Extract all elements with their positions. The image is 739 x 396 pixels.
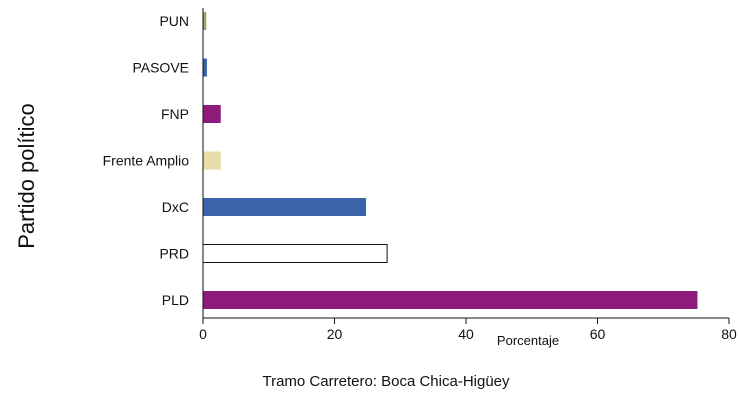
bar-prd (202, 244, 388, 263)
x-tick-label-80: 80 (721, 326, 737, 342)
x-tick-label-20: 20 (327, 326, 343, 342)
category-label-frente-amplio: Frente Amplio (103, 153, 190, 169)
bars-group (202, 12, 698, 309)
bar-pun (203, 12, 207, 30)
category-label-dxc: DxC (162, 199, 189, 215)
bar-pld (203, 291, 698, 309)
x-ticks-group: 0 20 40 60 80 (199, 318, 737, 342)
category-label-prd: PRD (159, 246, 189, 262)
chart-caption: Tramo Carretero: Boca Chica-Higüey (262, 373, 510, 390)
category-label-fnp: FNP (161, 106, 189, 122)
bar-frente-amplio (203, 151, 221, 170)
category-label-pld: PLD (162, 292, 189, 308)
bar-pasove (203, 58, 207, 77)
x-tick-label-40: 40 (458, 326, 474, 342)
x-tick-label-0: 0 (199, 326, 207, 342)
x-tick-label-60: 60 (590, 326, 606, 342)
x-axis-label: Porcentaje (497, 333, 559, 348)
bar-fnp (203, 105, 221, 123)
bar-dxc (203, 198, 367, 216)
category-label-pun: PUN (159, 13, 189, 29)
category-label-pasove: PASOVE (132, 60, 189, 76)
y-axis-label: Partido político (14, 103, 39, 249)
category-labels: PUN PASOVE FNP Frente Amplio DxC PRD PLD (103, 13, 190, 308)
